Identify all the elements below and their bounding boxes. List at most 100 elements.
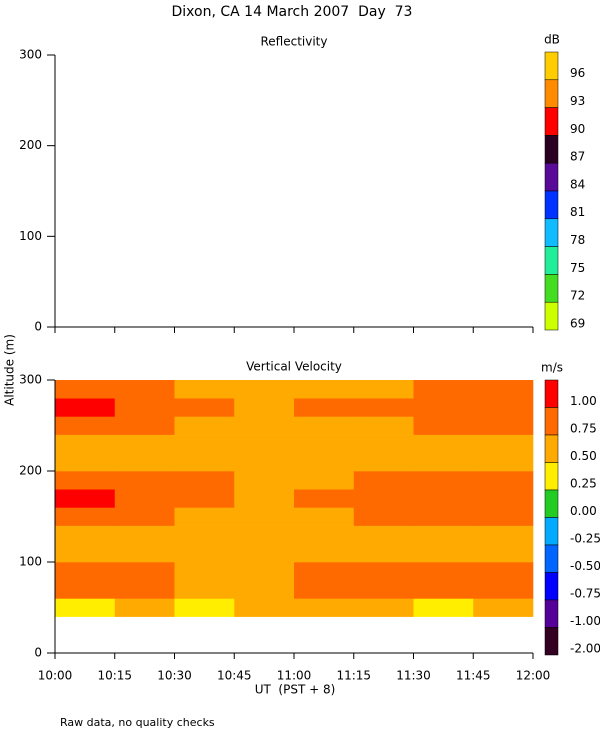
heatmap-cell (353, 507, 414, 526)
heatmap-cell (114, 416, 175, 435)
colorbar-tick-label: 78 (570, 233, 585, 247)
heatmap-cell (55, 452, 116, 472)
heatmap-cell (473, 471, 534, 490)
heatmap-cell (294, 434, 355, 454)
heatmap-cell (294, 507, 355, 526)
heatmap-cell (413, 580, 474, 599)
heatmap-cell (55, 543, 116, 563)
heatmap-cell (174, 434, 235, 454)
heatmap-cell (294, 380, 355, 399)
y-tick-label: 300 (19, 373, 42, 387)
heatmap-cell (114, 562, 175, 581)
colorbar-swatch (544, 379, 559, 408)
heatmap-cell (114, 507, 175, 526)
colorbar-tick-label: 81 (570, 205, 585, 219)
heatmap-cell (473, 452, 534, 472)
colorbar-swatch (544, 407, 559, 436)
y-axis-label: Altitude (m) (3, 334, 17, 406)
heatmap-cell (294, 452, 355, 472)
x-tick-label: 11:15 (336, 669, 371, 683)
heatmap-cell (114, 525, 175, 545)
heatmap-cell (55, 507, 116, 526)
colorbar-tick-label: 93 (570, 94, 585, 108)
colorbar-tick-label: 1.00 (570, 394, 597, 408)
heatmap-cell (234, 452, 295, 472)
heatmap-cell (234, 434, 295, 454)
heatmap-cell (234, 416, 295, 435)
heatmap-cell (114, 580, 175, 599)
heatmap-cell (353, 562, 414, 581)
heatmap-cell (174, 489, 235, 508)
colorbar-swatch (544, 489, 559, 518)
heatmap-cell (174, 598, 235, 617)
heatmap-cell (413, 471, 474, 490)
heatmap-cell (294, 543, 355, 563)
heatmap-cell (353, 525, 414, 545)
colorbar-swatch (544, 434, 559, 463)
colorbar-swatch (544, 107, 559, 136)
heatmap-cell (55, 380, 116, 399)
heatmap-cell (294, 416, 355, 435)
x-tick-label: 12:00 (516, 669, 551, 683)
heatmap-cell (174, 471, 235, 490)
colorbar-swatch (544, 218, 559, 247)
heatmap-cell (234, 507, 295, 526)
colorbar-tick-label: 84 (570, 177, 585, 191)
y-tick-label: 200 (19, 464, 42, 478)
heatmap-cell (234, 525, 295, 545)
colorbar-tick-label: 72 (570, 289, 585, 303)
heatmap-cell (473, 543, 534, 563)
heatmap-cell (174, 507, 235, 526)
colorbar-tick-label: -1.00 (570, 614, 600, 628)
x-tick-label: 11:30 (396, 669, 431, 683)
colorbar-swatch (544, 544, 559, 573)
heatmap-cell (473, 507, 534, 526)
heatmap-cell (55, 416, 116, 435)
heatmap-cell (55, 471, 116, 490)
colorbar-tick-label: 90 (570, 122, 585, 136)
colorbar-swatch (544, 162, 559, 192)
heatmap-cell (174, 398, 235, 417)
heatmap-cell (114, 380, 175, 399)
y-tick-label: 0 (34, 646, 42, 660)
heatmap-cell (174, 452, 235, 472)
footnote: Raw data, no quality checks (60, 716, 215, 729)
colorbar-tick-label: 75 (570, 261, 585, 275)
heatmap-cell (473, 398, 534, 417)
colorbar-label: m/s (541, 361, 563, 375)
colorbar-swatch (544, 462, 559, 491)
heatmap-cell (473, 580, 534, 599)
colorbar-tick-label: -0.75 (570, 586, 600, 600)
heatmap-cell (413, 416, 474, 435)
heatmap-cell (114, 452, 175, 472)
colorbar-swatch (544, 51, 559, 81)
heatmap-cell (294, 471, 355, 490)
heatmap-cell (234, 380, 295, 399)
heatmap-cell (294, 398, 355, 417)
heatmap-cell (294, 562, 355, 581)
heatmap-cell (114, 471, 175, 490)
heatmap-cell (413, 489, 474, 508)
heatmap-cell (413, 507, 474, 526)
heatmap-cell (174, 380, 235, 399)
heatmap-cell (473, 434, 534, 454)
colorbar-tick-label: 0.25 (570, 476, 597, 490)
heatmap-cell (114, 489, 175, 508)
heatmap-cell (55, 598, 116, 617)
heatmap-cell (353, 452, 414, 472)
heatmap-cell (55, 525, 116, 545)
colorbar-tick-label: -2.00 (570, 641, 600, 655)
heatmap-cell (413, 598, 474, 617)
heatmap-cell (114, 543, 175, 563)
colorbar-swatch (544, 135, 559, 164)
heatmap-cell (473, 489, 534, 508)
heatmap-cell (473, 416, 534, 435)
heatmap-cell (473, 598, 534, 617)
page-title: Dixon, CA 14 March 2007 Day 73 (172, 4, 413, 20)
heatmap-cell (234, 398, 295, 417)
heatmap-cell (114, 398, 175, 417)
colorbar-swatch (544, 246, 559, 275)
heatmap-cell (473, 380, 534, 399)
heatmap-cell (353, 398, 414, 417)
